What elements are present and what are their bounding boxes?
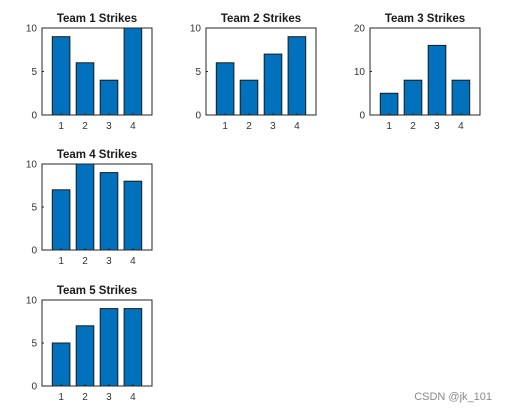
bar (51, 189, 71, 251)
y-tick-label: 0 (195, 111, 201, 122)
x-tick-label: 2 (82, 256, 88, 267)
x-tick-label: 4 (130, 256, 136, 267)
x-tick-label: 3 (434, 121, 440, 132)
watermark: CSDN @jk_101 (414, 391, 492, 403)
bar (99, 79, 119, 116)
axes-box (41, 27, 153, 116)
bar (123, 27, 143, 116)
x-tick-label: 2 (82, 121, 88, 132)
y-tick-label: 10 (26, 160, 38, 171)
y-tick-label: 5 (31, 339, 37, 350)
axes-box (41, 163, 153, 251)
y-tick-label: 10 (190, 24, 202, 35)
bar (75, 163, 95, 251)
x-tick-label: 1 (58, 121, 64, 132)
bar (379, 92, 399, 116)
x-tick-label: 4 (294, 121, 300, 132)
subplot-3: Team 3 Strikes 1 2 3 4 0 10 20 (354, 13, 481, 132)
bar (75, 62, 95, 116)
bar (99, 308, 119, 387)
bar (51, 342, 71, 387)
y-tick-label: 10 (26, 24, 38, 35)
bar (123, 308, 143, 387)
x-tick-label: 2 (410, 121, 416, 132)
x-tick-label: 3 (270, 121, 276, 132)
bar (427, 44, 447, 116)
x-tick-label: 4 (130, 121, 136, 132)
bar (75, 325, 95, 387)
x-tick-label: 2 (246, 121, 252, 132)
bar (123, 180, 143, 251)
axes-box (369, 27, 481, 116)
subplot-title: Team 5 Strikes (57, 285, 137, 297)
x-tick-label: 4 (130, 392, 136, 403)
bar (239, 79, 259, 116)
bar (215, 62, 235, 116)
y-tick-label: 5 (195, 67, 201, 78)
x-tick-label: 4 (458, 121, 464, 132)
axes-box (41, 299, 153, 387)
y-tick-label: 10 (354, 67, 366, 78)
subplot-2: Team 2 Strikes 1 2 3 4 0 5 10 (190, 13, 317, 132)
y-tick-label: 20 (354, 24, 366, 35)
x-tick-label: 1 (58, 392, 64, 403)
x-tick-label: 3 (106, 392, 112, 403)
x-tick-label: 1 (58, 256, 64, 267)
axes-box (205, 27, 317, 116)
subplot-title: Team 1 Strikes (57, 13, 137, 25)
y-tick-label: 0 (31, 246, 37, 257)
bar (451, 79, 471, 116)
y-tick-label: 5 (31, 67, 37, 78)
subplot-1: Team 1 Strikes 1 2 3 4 0 5 10 (26, 13, 153, 132)
subplot-5: Team 5 Strikes 1 2 3 4 0 5 10 (26, 285, 153, 403)
bar (99, 172, 119, 251)
x-tick-label: 3 (106, 121, 112, 132)
y-tick-label: 0 (31, 111, 37, 122)
subplot-title: Team 3 Strikes (385, 13, 465, 25)
y-tick-label: 0 (31, 382, 37, 393)
y-tick-label: 10 (26, 296, 38, 307)
bar (403, 79, 423, 116)
bar (287, 36, 307, 116)
subplot-title: Team 4 Strikes (57, 149, 137, 161)
subplot-4: Team 4 Strikes 1 2 3 4 0 5 10 (26, 149, 153, 267)
y-tick-label: 0 (359, 111, 365, 122)
x-tick-label: 1 (386, 121, 392, 132)
bar (51, 36, 71, 116)
x-tick-label: 1 (222, 121, 228, 132)
y-tick-label: 5 (31, 203, 37, 214)
bar (263, 53, 283, 116)
x-tick-label: 2 (82, 392, 88, 403)
subplot-title: Team 2 Strikes (221, 13, 301, 25)
x-tick-label: 3 (106, 256, 112, 267)
